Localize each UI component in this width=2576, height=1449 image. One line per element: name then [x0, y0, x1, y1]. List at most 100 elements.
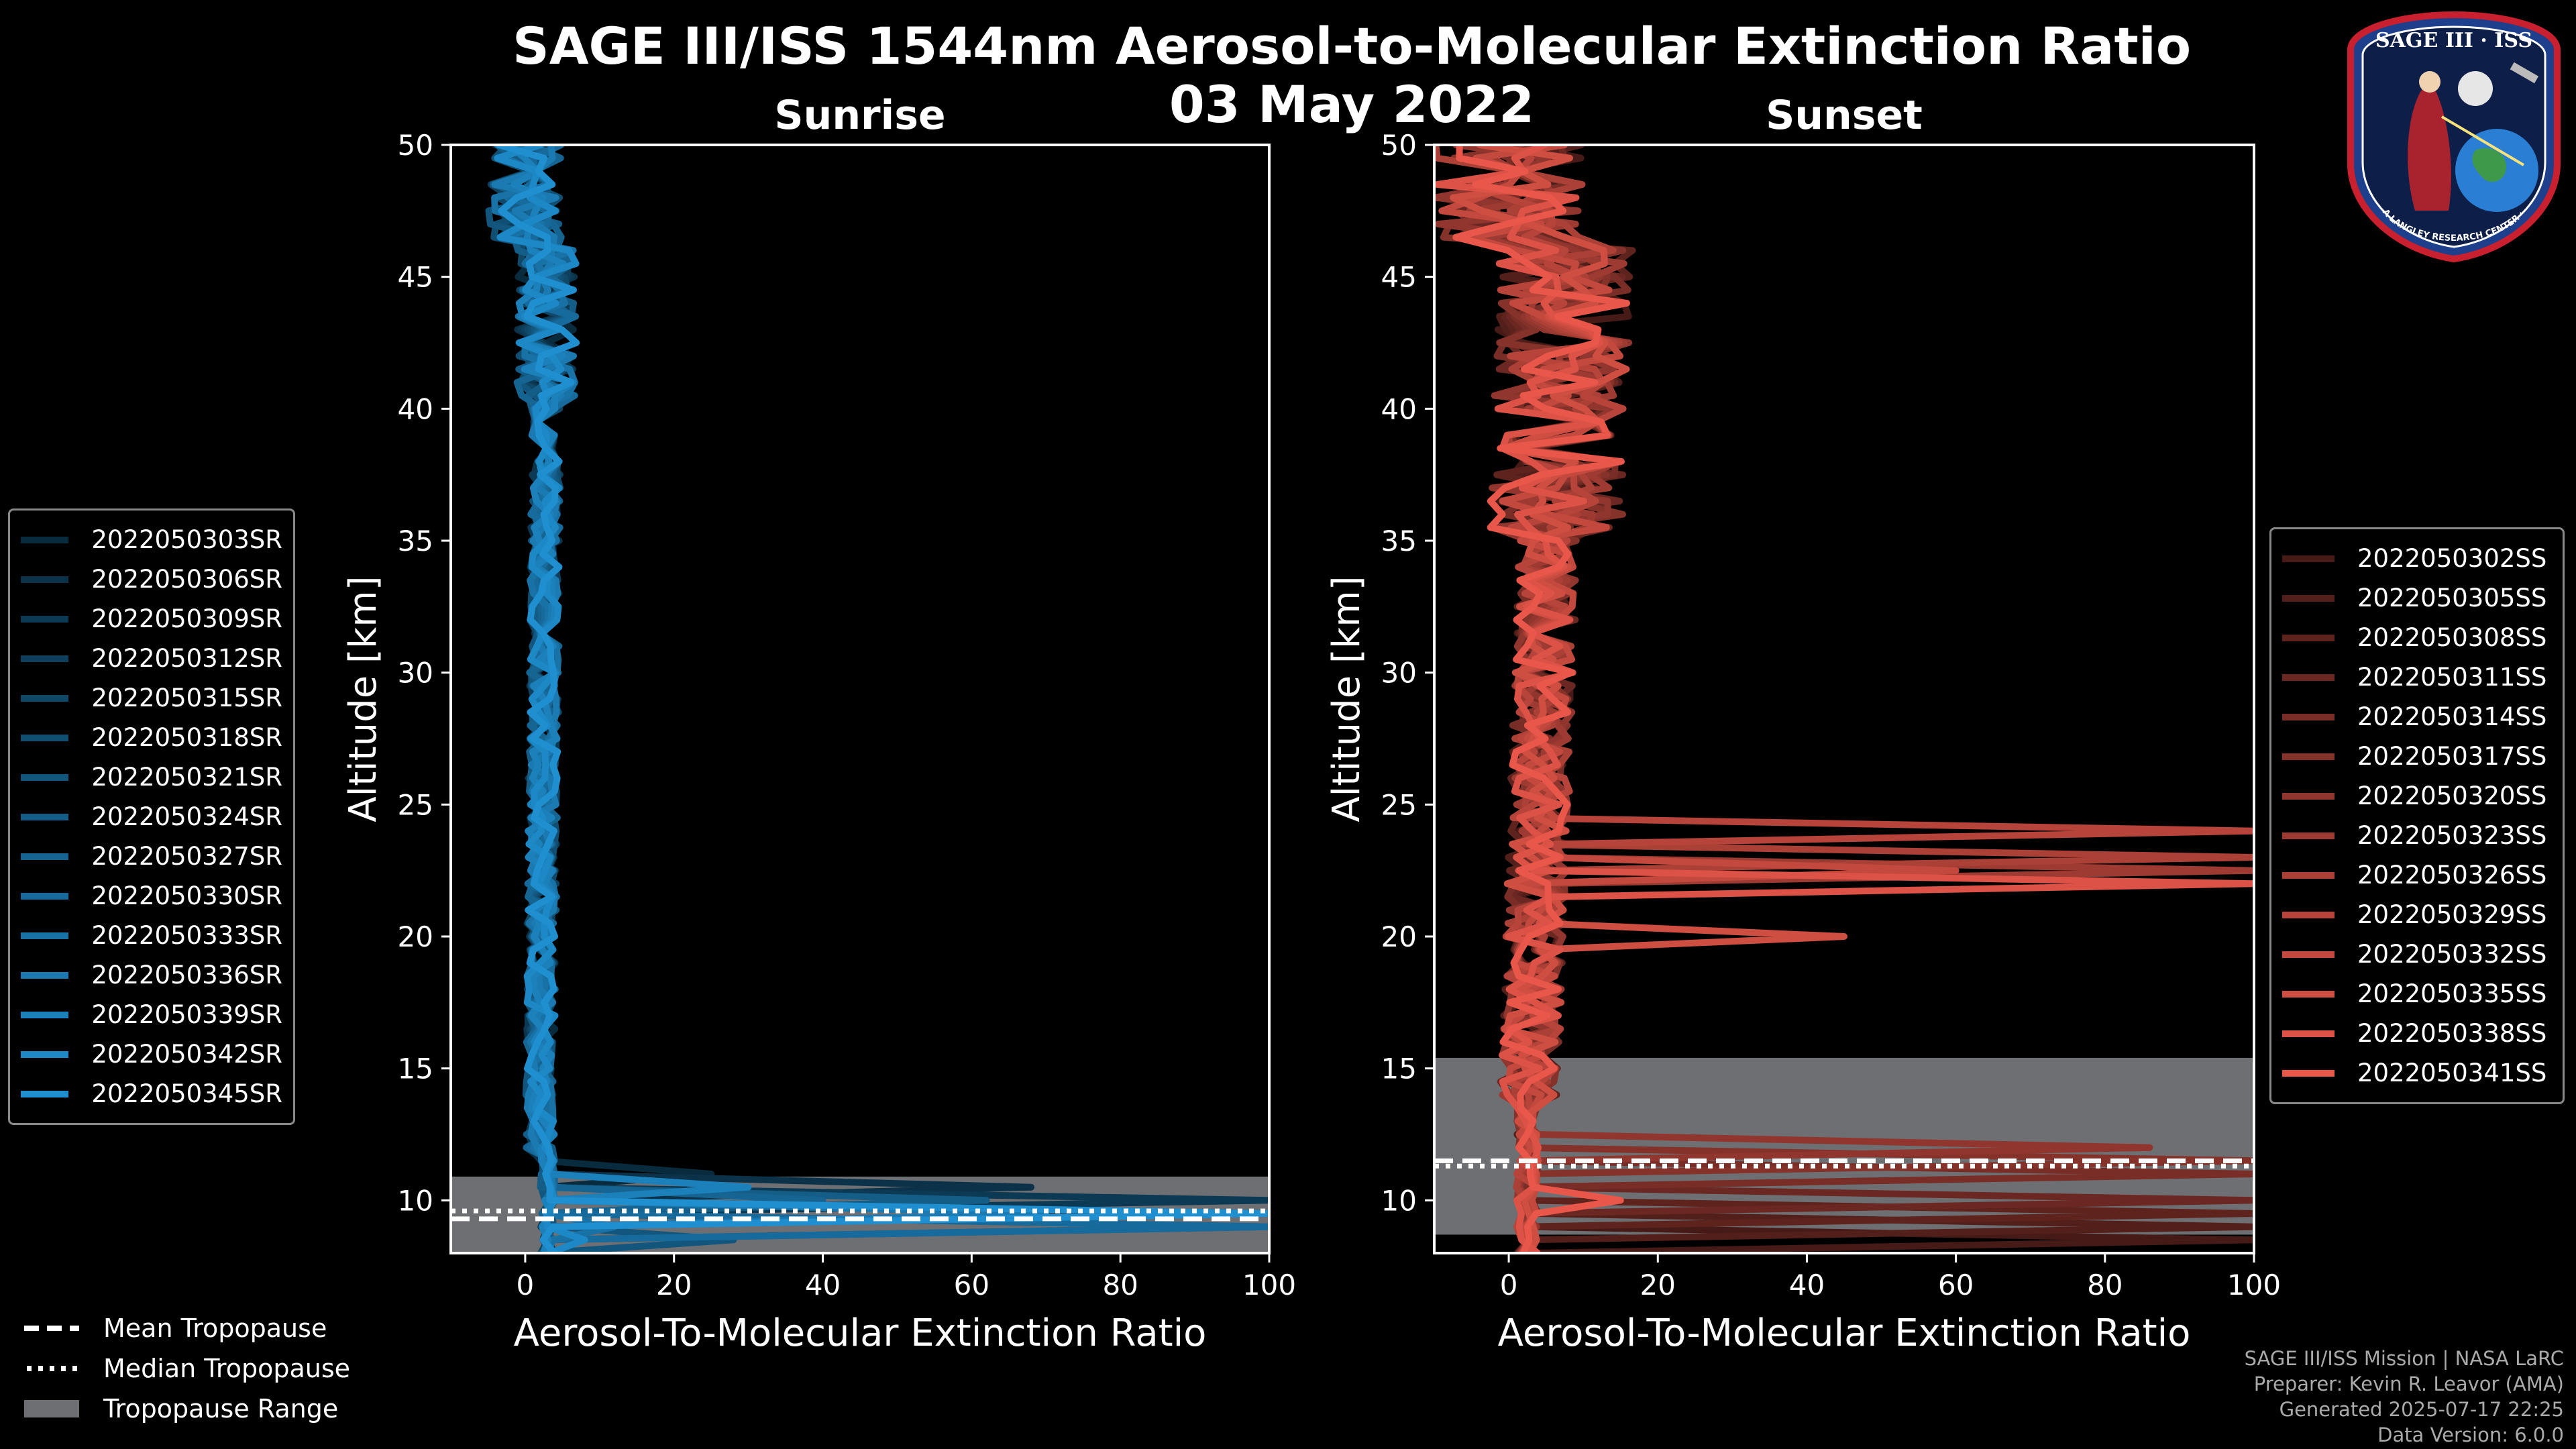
sunrise-legend-label: 2022050330SR: [91, 881, 282, 910]
sunrise-legend-item: 2022050330SR: [21, 876, 282, 916]
sunset-legend-swatch: [2282, 594, 2334, 602]
sage-iii-iss-mission-logo: SAGE III · ISS BALL · NASA LANGLEY RESEA…: [2341, 9, 2561, 263]
footer-preparer: Preparer: Kevin R. Leavor (AMA): [2253, 1373, 2564, 1395]
sunrise-legend-swatch: [21, 576, 69, 583]
sunrise-series-2022050330SR: [504, 145, 1269, 1253]
mean-tropopause-label: Mean Tropopause: [103, 1313, 327, 1343]
sunrise-legend-swatch: [21, 932, 69, 939]
sunrise-legend-item: 2022050321SR: [21, 757, 282, 797]
sunrise-legend-label: 2022050336SR: [91, 961, 282, 989]
sunset-series-2022050341SS: [1452, 145, 1630, 1253]
sunset-legend-label: 2022050308SS: [2357, 623, 2547, 652]
sunrise-legend-label: 2022050306SR: [91, 565, 282, 594]
sunrise-legend-swatch: [21, 1051, 69, 1058]
sunrise-x-axis-label: Aerosol-To-Molecular Extinction Ratio: [514, 1311, 1207, 1355]
sunset-legend-swatch: [2282, 674, 2334, 681]
sunset-legend-item: 2022050326SS: [2282, 855, 2552, 895]
sunset-legend-item: 2022050332SS: [2282, 934, 2552, 974]
sunrise-xtick-label: 60: [954, 1269, 989, 1301]
sunset-legend-label: 2022050341SS: [2357, 1059, 2547, 1087]
sunset-legend-item: 2022050341SS: [2282, 1053, 2552, 1093]
sunrise-legend-item: 2022050345SR: [21, 1074, 282, 1114]
sunrise-legend-swatch: [21, 892, 69, 900]
figure-date: 03 May 2022: [1169, 74, 1534, 134]
sunset-x-axis-label: Aerosol-To-Molecular Extinction Ratio: [1498, 1311, 2191, 1355]
sunrise-legend-label: 2022050342SR: [91, 1040, 282, 1069]
sunset-legend-label: 2022050302SS: [2357, 544, 2547, 573]
sunset-legend-label: 2022050329SS: [2357, 900, 2547, 929]
sunset-legend-label: 2022050332SS: [2357, 940, 2547, 969]
legend-median-tropopause: Median Tropopause: [24, 1348, 350, 1389]
sunrise-legend-label: 2022050327SR: [91, 842, 282, 871]
sunrise-legend-label: 2022050315SR: [91, 684, 282, 712]
sunrise-plot-frame: [449, 144, 1271, 1254]
sunset-ytick-label: 50: [1381, 129, 1417, 162]
sunset-legend-item: 2022050314SS: [2282, 697, 2552, 737]
sunrise-legend-swatch: [21, 773, 69, 781]
sunrise-legend-item: 2022050324SR: [21, 797, 282, 837]
legend-mean-tropopause: Mean Tropopause: [24, 1308, 350, 1348]
sunrise-legend-label: 2022050303SR: [91, 525, 282, 554]
median-tropopause-label: Median Tropopause: [103, 1354, 350, 1383]
sunset-legend-item: 2022050323SS: [2282, 816, 2552, 855]
sunset-ytick-label: 20: [1381, 920, 1417, 953]
sunset-legend-label: 2022050338SS: [2357, 1019, 2547, 1048]
sunrise-legend-item: 2022050309SR: [21, 599, 282, 639]
sunrise-series-2022050309SR: [497, 145, 1269, 1253]
sunset-legend-label: 2022050311SS: [2357, 663, 2547, 692]
footer-credits: SAGE III/ISS Mission | NASA LaRC Prepare…: [2245, 1346, 2564, 1448]
sunrise-xtick-label: 40: [805, 1269, 841, 1301]
sunrise-panel: 0 20 40 60 80 100 10 15 20 25 30 35 40 45 50 Sunrise Aer…: [341, 92, 1296, 1355]
sunrise-ytick-label: 20: [398, 920, 433, 953]
sunrise-legend-swatch: [21, 734, 69, 741]
sunset-y-axis-label: Altitude [km]: [1325, 576, 1368, 822]
sunrise-legend-swatch: [21, 813, 69, 820]
sunrise-series-2022050318SR: [490, 145, 1269, 1253]
sunrise-legend-swatch: [21, 853, 69, 860]
sunset-legend-swatch: [2282, 832, 2334, 839]
sunset-legend-label: 2022050323SS: [2357, 821, 2547, 850]
sunrise-legend-label: 2022050318SR: [91, 723, 282, 752]
sunset-legend-label: 2022050305SS: [2357, 584, 2547, 612]
sunrise-panel-title: Sunrise: [774, 92, 945, 139]
sunset-xtick-label: 100: [2227, 1269, 2281, 1301]
sunrise-y-axis-label: Altitude [km]: [341, 576, 385, 822]
sunrise-ytick-label: 35: [398, 525, 433, 557]
sunset-xtick-label: 60: [1938, 1269, 1974, 1301]
sunrise-ytick-label: 10: [398, 1184, 433, 1217]
sunset-panel: 0 20 40 60 80 100 10 15 20 25 30 35 40 45 50 Sunset Aero…: [1325, 92, 2281, 1355]
sunrise-legend-item: 2022050303SR: [21, 520, 282, 559]
sunset-ytick-label: 30: [1381, 657, 1417, 690]
sunrise-legend-swatch: [21, 1011, 69, 1018]
sunset-legend-swatch: [2282, 1069, 2334, 1077]
sunset-ytick-label: 35: [1381, 525, 1417, 557]
sunset-legend-swatch: [2282, 713, 2334, 720]
tropopause-legend: Mean Tropopause Median Tropopause Tropop…: [24, 1308, 350, 1429]
sunset-plot-frame: [1433, 144, 2255, 1254]
sunset-legend-item: 2022050308SS: [2282, 618, 2552, 657]
sunrise-legend-swatch: [21, 1090, 69, 1097]
sunrise-legend-label: 2022050339SR: [91, 1000, 282, 1029]
sunrise-legend-item: 2022050306SR: [21, 559, 282, 599]
sunset-legend-item: 2022050335SS: [2282, 974, 2552, 1014]
sunrise-legend-item: 2022050342SR: [21, 1034, 282, 1074]
sunset-legend-swatch: [2282, 792, 2334, 800]
sunrise-legend-swatch: [21, 694, 69, 702]
sunset-legend-item: 2022050311SS: [2282, 657, 2552, 697]
sunrise-legend-item: 2022050333SR: [21, 916, 282, 955]
sunrise-legend-label: 2022050321SR: [91, 763, 282, 792]
figure-title: SAGE III/ISS 1544nm Aerosol-to-Molecular…: [513, 16, 2191, 76]
sunset-xtick-label: 40: [1789, 1269, 1825, 1301]
footer-generated: Generated 2025-07-17 22:25: [2279, 1398, 2564, 1421]
sunset-legend-swatch: [2282, 753, 2334, 760]
sunrise-legend-label: 2022050345SR: [91, 1079, 282, 1108]
sunrise-xtick-label: 80: [1102, 1269, 1138, 1301]
sunrise-legend-label: 2022050324SR: [91, 802, 282, 831]
sunrise-legend-item: 2022050312SR: [21, 639, 282, 678]
sunset-legend-swatch: [2282, 871, 2334, 879]
sunrise-legend-item: 2022050339SR: [21, 995, 282, 1034]
sunrise-series-2022050345SR: [495, 145, 1269, 1253]
sunrise-xtick-label: 0: [517, 1269, 535, 1301]
sunrise-series-2022050306SR: [514, 145, 1035, 1253]
sunrise-legend-swatch: [21, 536, 69, 543]
